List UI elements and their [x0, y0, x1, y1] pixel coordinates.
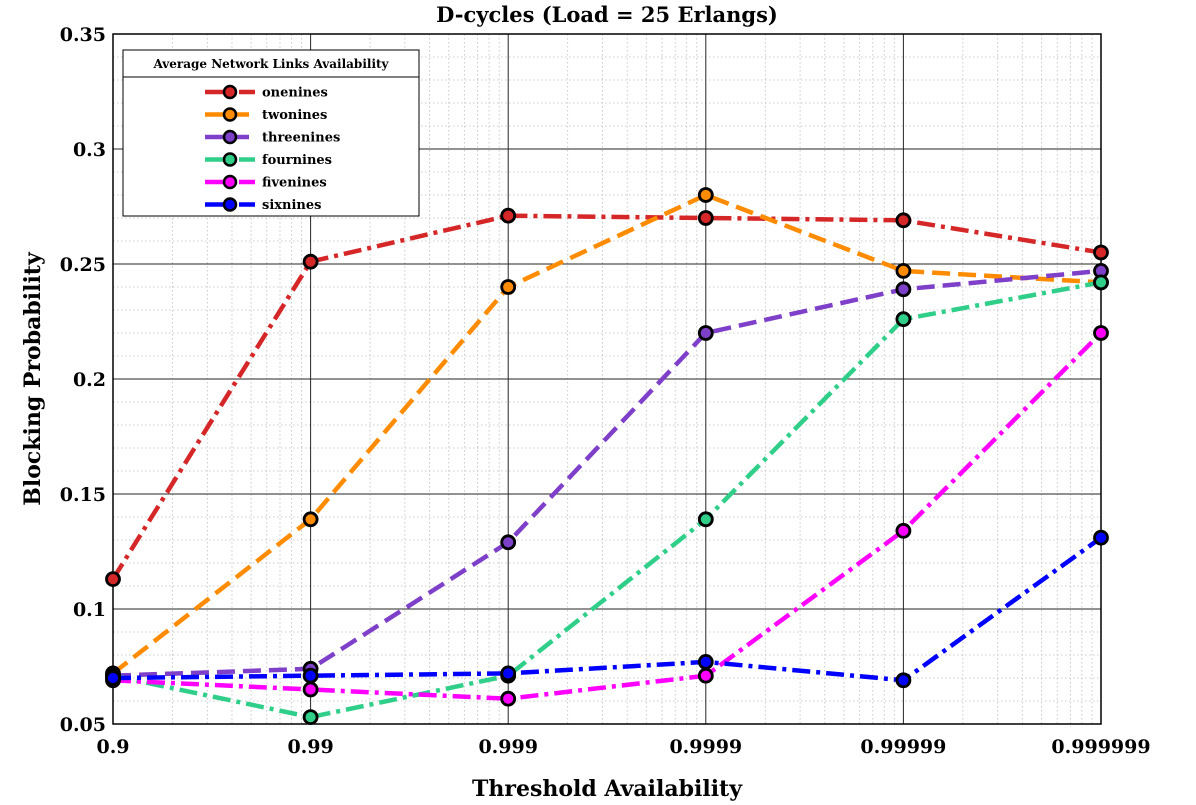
series-line-threenines — [112, 268, 1102, 678]
data-point-sixnines — [500, 665, 517, 682]
legend-entries: onenines twonines threenines fournines fiven… — [205, 84, 340, 213]
data-point-threenines — [697, 325, 714, 341]
data-point-sixnines — [105, 670, 121, 686]
x-tick-label: 0.999 — [478, 736, 538, 758]
data-point-sixnines — [1093, 529, 1109, 546]
chart-title: D-cycles (Load = 25 Erlangs) — [436, 2, 778, 27]
legend-box — [122, 49, 420, 217]
series-line-fivenines — [112, 331, 1103, 701]
legend-marker-sixnines — [222, 197, 238, 212]
data-point-sixnines — [697, 654, 714, 670]
legend-label-fournines: fournines — [262, 153, 332, 168]
legend-label-threenines: threenines — [262, 131, 340, 146]
legend-marker-fournines — [222, 152, 238, 167]
y-tick-labels: 0.05 0.1 0.15 0.2 0.25 0.3 0.35 — [60, 24, 106, 736]
legend: Average Network Links Availability oneni… — [122, 49, 420, 217]
data-point-onenines — [1093, 244, 1109, 261]
series-line-sixnines — [112, 535, 1103, 683]
y-tick-label: 0.35 — [60, 24, 106, 46]
data-point-fournines — [302, 709, 319, 725]
legend-marker-onenines — [222, 84, 238, 100]
x-tick-label: 0.99 — [287, 736, 333, 758]
legend-title: Average Network Links Availability — [152, 57, 389, 71]
data-point-onenines — [302, 253, 319, 270]
x-axis-label: Threshold Availability — [472, 776, 743, 802]
data-point-fivenines — [895, 522, 912, 539]
data-point-twonines — [500, 279, 517, 295]
x-tick-label: 0.9 — [96, 736, 129, 758]
x-tick-label: 0.9999 — [669, 736, 742, 758]
data-point-sixnines — [895, 672, 912, 689]
y-tick-label: 0.05 — [60, 714, 106, 736]
legend-label-fivenines: fivenines — [262, 176, 327, 191]
plot-frame — [112, 33, 1102, 725]
data-point-threenines — [895, 281, 912, 298]
legend-label-sixnines: sixnines — [262, 198, 321, 213]
series-line-onenines — [111, 213, 1102, 581]
y-tick-label: 0.3 — [73, 139, 106, 161]
legend-marker-twonines — [222, 107, 238, 122]
y-tick-label: 0.1 — [73, 599, 106, 621]
legend-marker-threenines — [222, 129, 238, 145]
data-point-twonines — [895, 262, 912, 279]
y-tick-label: 0.25 — [60, 254, 106, 276]
data-point-onenines — [895, 212, 912, 229]
data-point-twonines — [302, 511, 319, 528]
series-line-twonines — [111, 192, 1102, 676]
data-point-onenines — [697, 210, 714, 226]
data-point-twonines — [697, 187, 714, 203]
y-tick-label: 0.15 — [60, 484, 106, 506]
data-point-fivenines — [697, 667, 714, 684]
data-point-threenines — [500, 534, 517, 551]
data-point-onenines — [500, 207, 517, 224]
legend-marker-fivenines — [222, 174, 238, 190]
legend-label-twonines: twonines — [262, 108, 327, 123]
data-point-fournines — [1093, 274, 1109, 291]
data-point-fivenines — [500, 690, 517, 707]
y-axis-label: Blocking Probability — [20, 251, 46, 506]
y-tick-label: 0.2 — [73, 369, 106, 391]
data-point-fournines — [895, 311, 912, 328]
x-tick-label: 0.99999 — [860, 736, 946, 758]
series-markers — [105, 187, 1109, 725]
data-point-fournines — [697, 511, 714, 528]
legend-label-onenines: onenines — [262, 86, 328, 101]
series-lines — [111, 192, 1103, 720]
x-tick-label: 0.999999 — [1051, 736, 1150, 758]
data-point-onenines — [105, 571, 121, 587]
data-point-fivenines — [302, 681, 319, 698]
x-tick-labels: 0.9 0.99 0.999 0.9999 0.99999 0.999999 — [96, 736, 1150, 758]
data-point-fivenines — [1093, 325, 1109, 341]
data-point-sixnines — [302, 667, 319, 684]
